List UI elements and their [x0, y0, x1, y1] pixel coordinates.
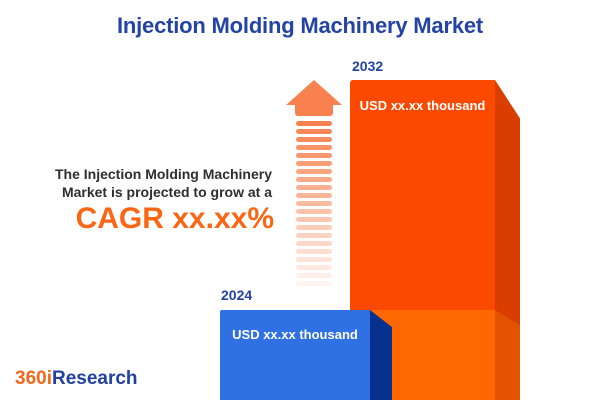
arrow-stripe: [296, 209, 332, 214]
arrow-stripe: [296, 273, 332, 278]
growth-annotation-line2: Market is projected to grow at a: [61, 184, 272, 201]
bar-2024-side-face: [370, 310, 392, 400]
arrow-stripe: [296, 177, 332, 182]
bar-2024-front: [220, 310, 370, 400]
arrow-stripe: [296, 201, 332, 206]
bar-value-2024: USD xx.xx thousand: [232, 327, 358, 342]
page-title: Injection Molding Machinery Market: [116, 13, 484, 38]
arrow-stripe: [296, 257, 332, 262]
arrow-stripe: [296, 145, 332, 150]
bar-value-2032: USD xx.xx thousand: [359, 98, 486, 113]
arrow-stripe: [296, 153, 332, 158]
arrow-stripe: [296, 241, 332, 246]
bar-label-2032: 2032: [352, 58, 384, 74]
arrow-stripe: [296, 193, 332, 198]
arrow-stripe: [296, 161, 332, 166]
arrow-stripe: [296, 169, 332, 174]
brand-logo-360i: 360i: [15, 368, 52, 389]
cagr-value: CAGR xx.xx%: [75, 202, 274, 235]
arrow-stripe: [296, 137, 332, 142]
bar-2032-side-face-lower: [495, 310, 520, 400]
arrow-up-icon: [286, 80, 342, 105]
brand-logo: 360iResearch: [15, 368, 138, 390]
bar-2032-side-face: [495, 80, 520, 400]
arrow-stripe: [296, 233, 332, 238]
bar-2032-front-upper: [350, 80, 495, 310]
growth-arrow: [286, 80, 342, 289]
arrow-stripe: [296, 129, 332, 134]
growth-annotation: The Injection Molding Machinery Market i…: [12, 165, 272, 201]
arrow-stripe: [296, 121, 332, 126]
arrow-stripe: [296, 249, 332, 254]
arrow-stripe: [296, 185, 332, 190]
growth-annotation-line1: The Injection Molding Machinery: [54, 166, 272, 182]
arrow-stripe: [296, 265, 332, 270]
arrow-stripe: [296, 217, 332, 222]
brand-logo-research: Research: [51, 368, 138, 389]
growth-arrow-stripes: [296, 121, 342, 286]
bar-label-2024: 2024: [221, 287, 253, 303]
arrow-stripe: [296, 281, 332, 286]
arrow-stripe: [296, 225, 332, 230]
